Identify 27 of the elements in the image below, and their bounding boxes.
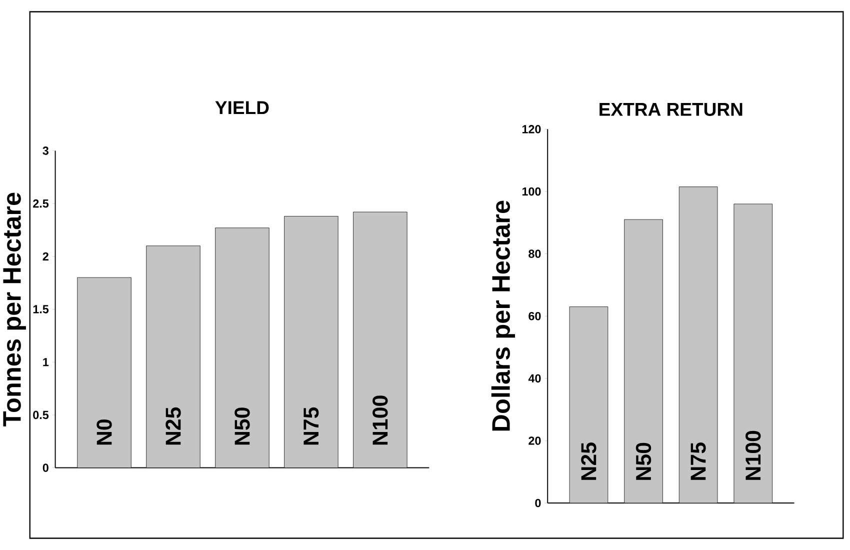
y-tick-label: 120 xyxy=(522,125,541,134)
y-tick-label: 0.5 xyxy=(33,410,49,420)
y-tick-label: 60 xyxy=(528,312,541,320)
y-tick-label: 80 xyxy=(528,250,541,258)
y-tick-label: 1.5 xyxy=(33,305,49,314)
y-tick-label: 1 xyxy=(43,358,49,366)
x-tick-label: N50 xyxy=(234,408,250,445)
x-tick-label: N50 xyxy=(636,442,652,480)
y-axis-title: Tonnes per Hectare xyxy=(3,192,26,426)
chart-title: EXTRA RETURN xyxy=(600,103,742,116)
y-axis-title: Dollars per Hectare xyxy=(491,200,516,431)
x-tick-label: N0 xyxy=(96,420,112,445)
y-tick-label: 0 xyxy=(42,464,48,472)
y-tick-label: 2 xyxy=(42,252,48,260)
x-tick-label: N75 xyxy=(304,407,319,445)
y-tick-label: 100 xyxy=(522,187,541,196)
y-tick-label: 2.5 xyxy=(33,199,49,208)
x-tick-label: N75 xyxy=(690,442,706,480)
y-tick-label: 3 xyxy=(42,146,48,155)
x-tick-label: N100 xyxy=(372,396,388,445)
y-tick-label: 20 xyxy=(528,436,541,445)
x-tick-label: N25 xyxy=(166,407,181,445)
x-tick-label: N25 xyxy=(581,442,596,480)
y-tick-label: 40 xyxy=(528,374,541,383)
chart-title: YIELD xyxy=(215,101,269,114)
y-tick-label: 0 xyxy=(535,498,541,508)
x-tick-label: N100 xyxy=(746,430,761,480)
